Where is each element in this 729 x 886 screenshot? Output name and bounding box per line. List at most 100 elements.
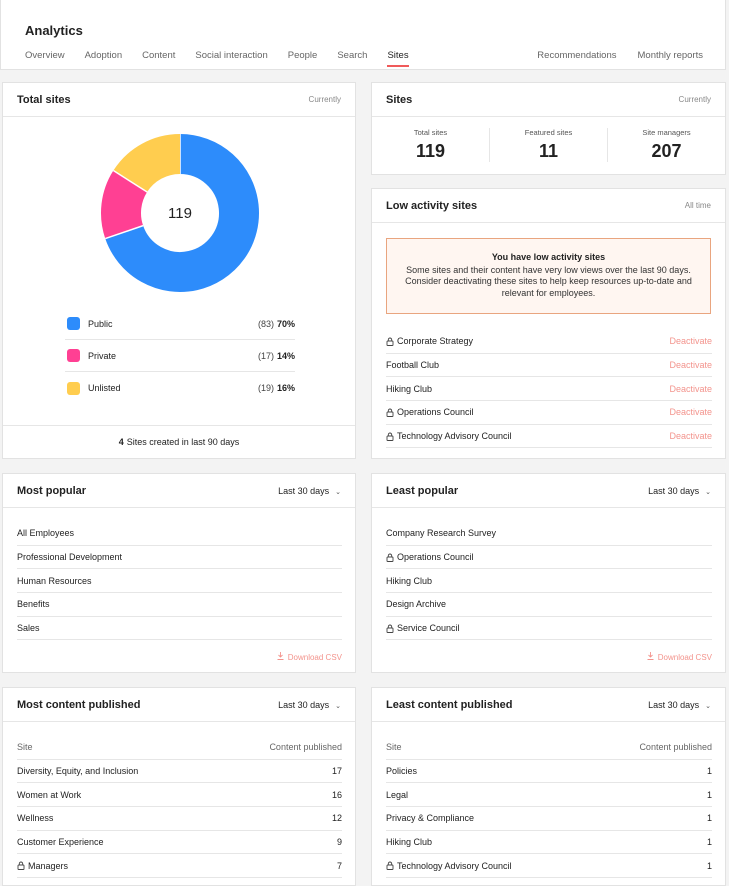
site-name-text: Football Club bbox=[386, 360, 440, 371]
page-title: Analytics bbox=[25, 23, 83, 38]
tab[interactable]: Monthly reports bbox=[637, 50, 703, 61]
site-name: Managers bbox=[17, 861, 68, 871]
header: Analytics Overview Adoption Content Social … bbox=[0, 0, 726, 70]
site-row: Hiking Club bbox=[386, 569, 712, 594]
site-name: Diversity, Equity, and Inclusion bbox=[17, 766, 138, 776]
tab[interactable]: Overview bbox=[25, 50, 65, 61]
site-name-text: Hiking Club bbox=[386, 575, 433, 586]
site-name: Hiking Club bbox=[386, 384, 432, 394]
tab[interactable]: Sites bbox=[387, 50, 409, 67]
site-row: Operations Council Deactivate bbox=[386, 401, 712, 425]
site-name-text: Managers bbox=[28, 860, 69, 871]
site-name-text: Diversity, Equity, and Inclusion bbox=[17, 766, 139, 777]
site-name-text: Customer Experience bbox=[17, 837, 104, 848]
column-header: Content published bbox=[269, 742, 342, 753]
site-row: Service Council bbox=[386, 617, 712, 641]
stat-label: Total sites bbox=[413, 128, 448, 137]
site-name-text: Professional Development bbox=[17, 552, 123, 563]
legend-count: (83) bbox=[257, 318, 274, 329]
site-name-text: Technology Advisory Council bbox=[397, 431, 512, 442]
content-count: 1 bbox=[706, 837, 712, 848]
site-row: Football Club Deactivate bbox=[386, 354, 712, 378]
period-label: Last 30 days bbox=[648, 699, 700, 710]
lock-icon bbox=[386, 408, 394, 417]
lock-icon bbox=[386, 553, 394, 562]
download-csv[interactable]: Download CSV bbox=[647, 652, 712, 662]
stats: Total sites 119 Featured sites 11 Site manag… bbox=[372, 117, 725, 173]
period-label: Last 30 days bbox=[278, 485, 330, 496]
site-name-text: Operations Council bbox=[397, 552, 474, 563]
footer-count: 4 bbox=[118, 437, 124, 447]
deactivate-link[interactable]: Deactivate bbox=[669, 383, 712, 394]
site-name: Operations Council bbox=[386, 407, 474, 417]
site-name: Technology Advisory Council bbox=[386, 431, 512, 441]
deactivate-link[interactable]: Deactivate bbox=[669, 360, 712, 371]
deactivate-link[interactable]: Deactivate bbox=[669, 407, 712, 418]
lock-icon bbox=[386, 337, 394, 346]
download-csv[interactable]: Download CSV bbox=[277, 652, 342, 662]
deactivate-link[interactable]: Deactivate bbox=[669, 336, 712, 347]
right-tabs: Recommendations Monthly reports bbox=[537, 50, 703, 61]
site-name-text: Hiking Club bbox=[386, 837, 433, 848]
site-name: Operations Council bbox=[386, 552, 474, 562]
active-tab-underline bbox=[387, 65, 409, 67]
period[interactable]: Last 30 days ⌄ bbox=[648, 700, 711, 710]
alert: You have low activity sites Some sites an… bbox=[386, 238, 711, 314]
download-icon bbox=[647, 652, 654, 662]
card-header: Least popular Last 30 days ⌄ bbox=[372, 474, 725, 508]
site-name: Company Research Survey bbox=[386, 528, 496, 538]
site-name-text: Benefits bbox=[17, 599, 50, 610]
site-name-text: Human Resources bbox=[17, 575, 92, 586]
stat-label: Featured sites bbox=[524, 128, 573, 137]
site-row: Corporate Strategy Deactivate bbox=[386, 330, 712, 354]
card-header: Most content published Last 30 days ⌄ bbox=[3, 688, 355, 722]
legend-label: Private bbox=[88, 350, 117, 361]
donut-chart: 119 bbox=[101, 134, 259, 292]
site-name: Benefits bbox=[17, 599, 50, 609]
site-list: Company Research Survey Operations Counci… bbox=[386, 522, 712, 641]
tab[interactable]: Recommendations bbox=[537, 50, 617, 61]
alert-title: You have low activity sites bbox=[491, 252, 606, 262]
period: All time bbox=[685, 201, 711, 210]
most-popular-card: Most popular Last 30 days ⌄ All Employees Pr… bbox=[2, 473, 356, 673]
card-header: Total sites Currently bbox=[3, 83, 355, 117]
deactivate-link[interactable]: Deactivate bbox=[669, 431, 712, 442]
donut-total: 119 bbox=[168, 205, 192, 222]
site-name: All Employees bbox=[17, 528, 74, 538]
site-name-text: Wellness bbox=[17, 813, 54, 824]
card-header: Least content published Last 30 days ⌄ bbox=[372, 688, 725, 722]
site-name-text: Company Research Survey bbox=[386, 528, 497, 539]
lock-icon bbox=[386, 624, 394, 633]
tab[interactable]: Content bbox=[142, 50, 176, 61]
legend-label: Public bbox=[88, 318, 113, 329]
period[interactable]: Last 30 days ⌄ bbox=[648, 486, 711, 496]
site-row: Technology Advisory Council Deactivate bbox=[386, 425, 712, 449]
low-activity-list: Corporate Strategy Deactivate Football Clu… bbox=[386, 330, 712, 449]
legend-row: Public (83) 70% bbox=[65, 308, 295, 340]
period[interactable]: Last 30 days ⌄ bbox=[278, 700, 341, 710]
site-name: Human Resources bbox=[17, 576, 92, 586]
card-footer: 4 Sites created in last 90 days bbox=[3, 425, 355, 458]
site-name: Sales bbox=[17, 623, 40, 633]
site-name-text: Operations Council bbox=[397, 407, 474, 418]
tab[interactable]: Social interaction bbox=[195, 50, 268, 61]
legend-row: Unlisted (19) 16% bbox=[65, 372, 295, 404]
tab[interactable]: Adoption bbox=[84, 50, 123, 61]
site-row: Human Resources bbox=[17, 569, 342, 594]
donut-segment bbox=[113, 134, 181, 193]
period-label: Last 30 days bbox=[278, 699, 330, 710]
tab[interactable]: Search bbox=[337, 50, 368, 61]
table-row: Policies 1 bbox=[386, 760, 712, 784]
table-row: Women at Work 16 bbox=[17, 783, 342, 808]
period[interactable]: Last 30 days ⌄ bbox=[278, 486, 341, 496]
site-name: Policies bbox=[386, 766, 417, 776]
stat: Site managers 207 bbox=[607, 128, 725, 162]
legend-count: (19) bbox=[257, 383, 274, 393]
content-count: 17 bbox=[331, 766, 342, 777]
tab[interactable]: People bbox=[287, 50, 318, 61]
site-name: Privacy & Compliance bbox=[386, 813, 474, 823]
table-row: Legal 1 bbox=[386, 783, 712, 808]
stat-value: 207 bbox=[651, 141, 682, 161]
legend-label: Unlisted bbox=[88, 383, 121, 393]
table-row: Hiking Club 1 bbox=[386, 831, 712, 855]
